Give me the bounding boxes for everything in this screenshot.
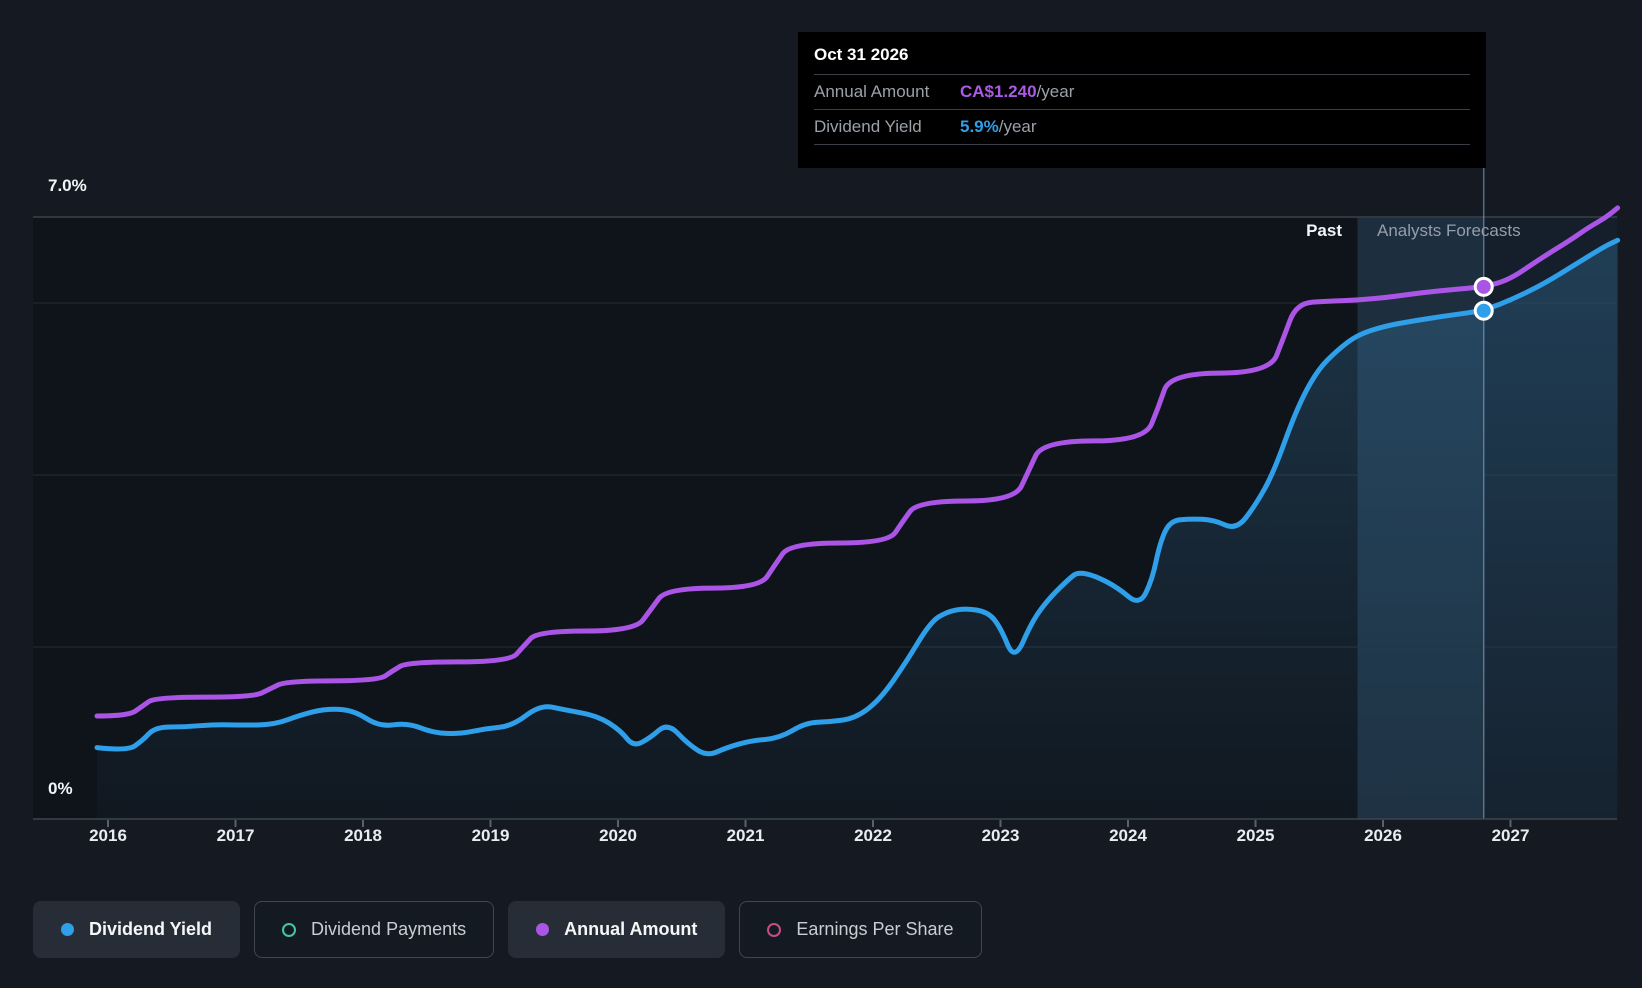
x-label-2017: 2017 xyxy=(216,826,255,845)
legend-label: Earnings Per Share xyxy=(796,919,954,939)
dividend-yield-line xyxy=(94,237,1621,757)
x-label-2019: 2019 xyxy=(471,826,510,845)
x-label-2021: 2021 xyxy=(726,826,765,845)
tooltip-row-value: CA$1.240 xyxy=(960,82,1037,101)
tooltip-row-1: Annual Amount CA$1.240/year xyxy=(814,74,1470,109)
x-label-2022: 2022 xyxy=(854,826,892,845)
annual-amount-line xyxy=(94,205,1621,719)
dividend-yield-area xyxy=(97,240,1618,820)
x-label-2027: 2027 xyxy=(1491,826,1530,845)
outline-dot-icon xyxy=(767,922,782,937)
past-zone-label: Past xyxy=(1306,221,1342,240)
annual-amount-marker xyxy=(1473,276,1494,297)
tooltip-row-label: Annual Amount xyxy=(814,82,930,101)
analysts-forecasts-zone-label: Analysts Forecasts xyxy=(1377,221,1521,240)
y-axis-zero-label: 0% xyxy=(48,779,73,798)
legend-label: Dividend Payments xyxy=(311,919,467,939)
tooltip-row-suffix: /year xyxy=(1036,82,1075,101)
tooltip-row-value: 5.9% xyxy=(960,117,999,136)
x-label-2020: 2020 xyxy=(599,826,637,845)
x-label-2025: 2025 xyxy=(1236,826,1275,845)
legend: Dividend Yield Dividend Payments Annual Am… xyxy=(33,901,982,958)
x-label-2016: 2016 xyxy=(89,826,127,845)
legend-button-earnings-per-share[interactable]: Earnings Per Share xyxy=(739,901,982,958)
tooltip-row-label: Dividend Yield xyxy=(814,117,922,136)
legend-button-dividend-yield[interactable]: Dividend Yield xyxy=(33,901,241,958)
tooltip-rows: Annual Amount CA$1.240/year Dividend Yield… xyxy=(798,74,1486,144)
tooltip-date: Oct 31 2026 xyxy=(814,45,909,64)
tooltip: Oct 31 2026 Annual Amount CA$1.240/year Di… xyxy=(798,32,1486,168)
filled-dot-icon xyxy=(536,923,550,936)
x-label-2024: 2024 xyxy=(1109,826,1147,845)
tooltip-row-suffix: /year xyxy=(998,117,1037,136)
x-label-2018: 2018 xyxy=(344,826,382,845)
filled-dot-icon xyxy=(61,923,74,936)
legend-button-dividend-payments[interactable]: Dividend Payments xyxy=(254,901,495,958)
dividend-yield-marker xyxy=(1473,300,1494,321)
tooltip-row-2: Dividend Yield 5.9%/year xyxy=(814,109,1470,144)
x-label-2023: 2023 xyxy=(981,826,1020,845)
legend-label: Dividend Yield xyxy=(89,919,213,939)
tooltip-bottom-rule xyxy=(814,144,1470,145)
x-label-2026: 2026 xyxy=(1364,826,1402,845)
legend-button-annual-amount[interactable]: Annual Amount xyxy=(508,901,726,958)
y-axis-top-label: 7.0% xyxy=(48,176,87,195)
outline-dot-icon xyxy=(282,922,297,937)
legend-label: Annual Amount xyxy=(564,919,698,939)
